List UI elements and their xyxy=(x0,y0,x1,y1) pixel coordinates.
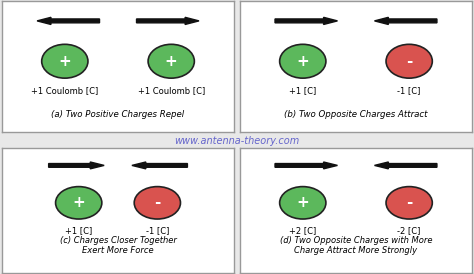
Text: +2 [C]: +2 [C] xyxy=(289,227,317,235)
FancyArrow shape xyxy=(37,17,100,24)
Text: +: + xyxy=(296,195,309,210)
Ellipse shape xyxy=(134,187,181,219)
Text: -1 [C]: -1 [C] xyxy=(146,227,169,235)
Ellipse shape xyxy=(386,187,432,219)
Text: +1 [C]: +1 [C] xyxy=(65,227,92,235)
FancyArrow shape xyxy=(275,162,337,169)
Ellipse shape xyxy=(280,187,326,219)
FancyArrow shape xyxy=(374,162,437,169)
Text: -1 [C]: -1 [C] xyxy=(398,86,421,95)
FancyArrow shape xyxy=(374,17,437,24)
Ellipse shape xyxy=(42,44,88,78)
Text: +: + xyxy=(165,54,178,69)
Text: +: + xyxy=(296,54,309,69)
Ellipse shape xyxy=(280,44,326,78)
Text: +1 Coulomb [C]: +1 Coulomb [C] xyxy=(31,86,99,95)
Text: -: - xyxy=(154,195,161,210)
Ellipse shape xyxy=(148,44,194,78)
FancyArrow shape xyxy=(132,162,187,169)
Text: (c) Charges Closer Together
Exert More Force: (c) Charges Closer Together Exert More F… xyxy=(60,236,176,255)
Ellipse shape xyxy=(386,44,432,78)
Text: -: - xyxy=(406,195,412,210)
Text: (b) Two Opposite Charges Attract: (b) Two Opposite Charges Attract xyxy=(284,110,428,118)
Ellipse shape xyxy=(55,187,102,219)
Text: www.antenna-theory.com: www.antenna-theory.com xyxy=(174,136,300,145)
Text: +: + xyxy=(73,195,85,210)
Text: +1 [C]: +1 [C] xyxy=(289,86,317,95)
Text: +1 Coulomb [C]: +1 Coulomb [C] xyxy=(137,86,205,95)
FancyArrow shape xyxy=(275,17,337,24)
FancyArrow shape xyxy=(49,162,104,169)
Text: +: + xyxy=(58,54,71,69)
Text: (a) Two Positive Charges Repel: (a) Two Positive Charges Repel xyxy=(52,110,184,118)
FancyArrow shape xyxy=(137,17,199,24)
Text: (d) Two Opposite Charges with More
Charge Attract More Strongly: (d) Two Opposite Charges with More Charg… xyxy=(280,236,432,255)
Text: -: - xyxy=(406,54,412,69)
Text: -2 [C]: -2 [C] xyxy=(398,227,421,235)
